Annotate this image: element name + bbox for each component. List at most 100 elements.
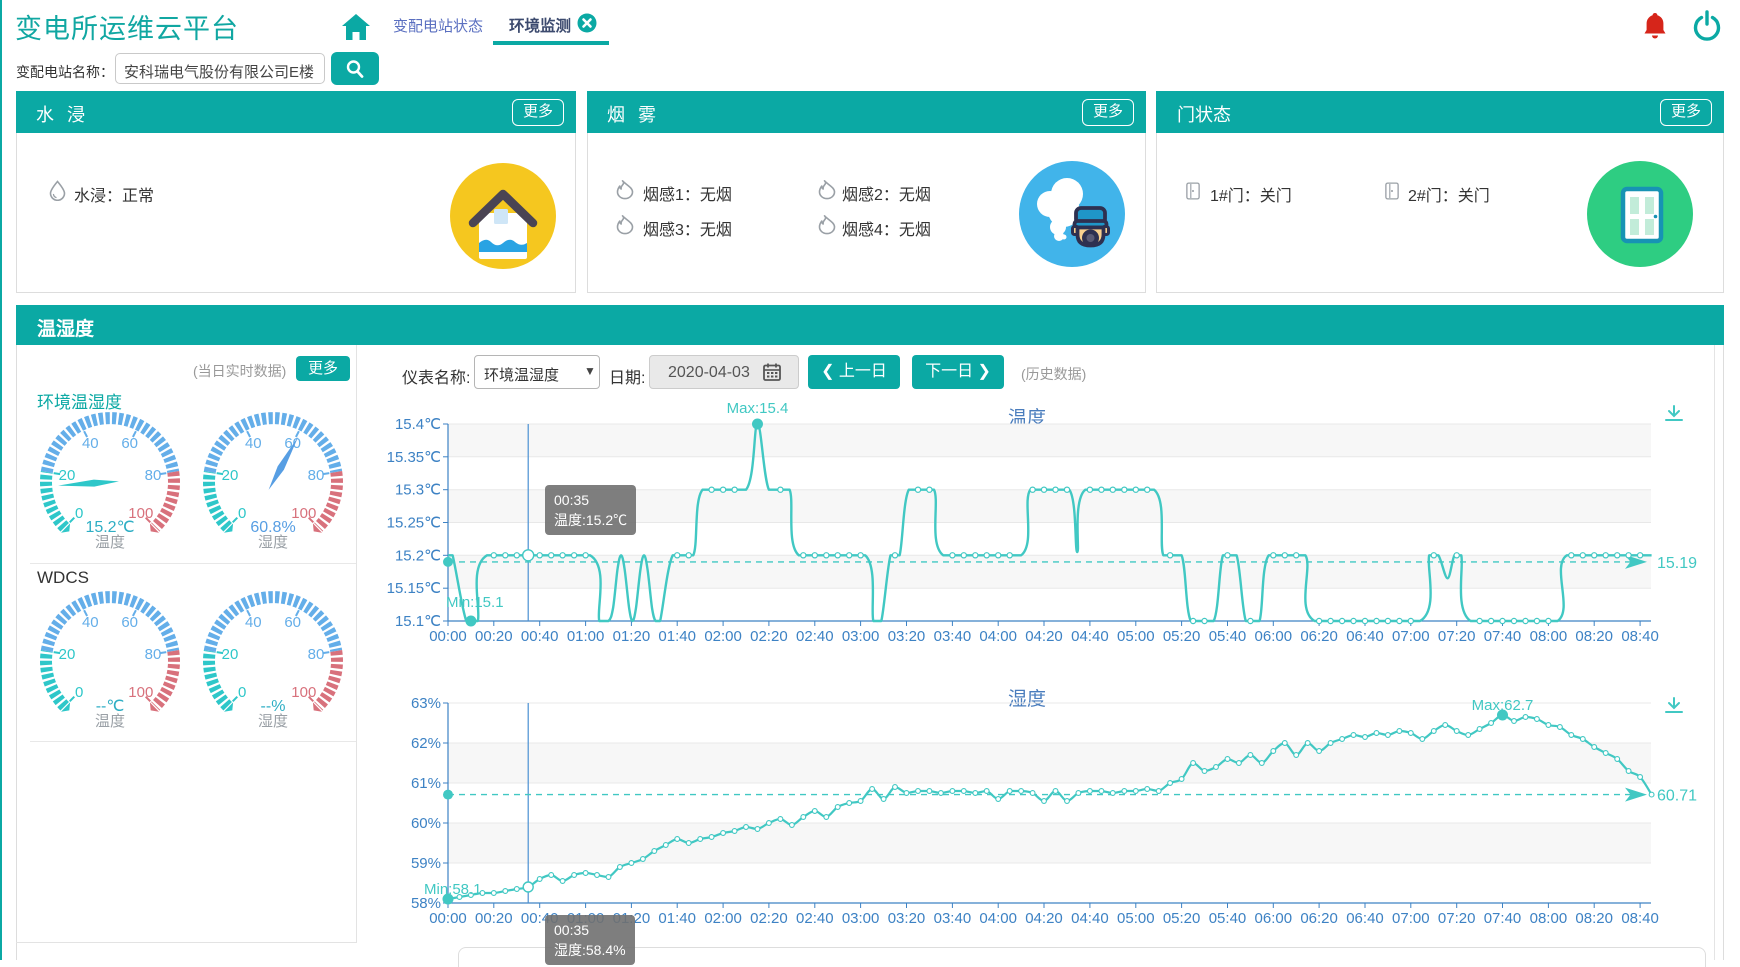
svg-text:61%: 61% (411, 775, 441, 792)
svg-text:00:20: 00:20 (475, 910, 513, 927)
svg-text:06:00: 06:00 (1255, 910, 1293, 927)
svg-text:08:20: 08:20 (1575, 628, 1613, 645)
svg-text:02:40: 02:40 (796, 910, 834, 927)
svg-text:03:40: 03:40 (934, 628, 972, 645)
svg-text:40: 40 (82, 435, 99, 452)
svg-text:01:20: 01:20 (613, 628, 651, 645)
svg-text:湿度: 湿度 (258, 534, 288, 551)
svg-text:0: 0 (238, 505, 246, 522)
svg-text:02:00: 02:00 (704, 910, 742, 927)
svg-text:100: 100 (291, 505, 316, 522)
svg-text:Min:15.1: Min:15.1 (446, 594, 504, 611)
svg-text:02:20: 02:20 (750, 910, 788, 927)
svg-text:03:00: 03:00 (842, 910, 880, 927)
svg-text:03:20: 03:20 (888, 910, 926, 927)
svg-text:08:20: 08:20 (1575, 910, 1613, 927)
svg-text:00:00: 00:00 (429, 910, 467, 927)
svg-text:06:20: 06:20 (1300, 628, 1338, 645)
svg-text:05:20: 05:20 (1163, 628, 1201, 645)
svg-text:04:40: 04:40 (1071, 628, 1109, 645)
svg-text:07:20: 07:20 (1438, 628, 1476, 645)
svg-text:60: 60 (121, 435, 138, 452)
svg-text:62%: 62% (411, 735, 441, 752)
svg-text:20: 20 (59, 467, 76, 484)
svg-text:07:00: 07:00 (1392, 628, 1430, 645)
svg-text:08:40: 08:40 (1621, 910, 1659, 927)
svg-text:00:20: 00:20 (475, 628, 513, 645)
svg-text:Max:62.7: Max:62.7 (1472, 697, 1534, 714)
svg-text:03:20: 03:20 (888, 628, 926, 645)
svg-text:01:40: 01:40 (658, 628, 696, 645)
svg-text:05:40: 05:40 (1209, 910, 1247, 927)
svg-text:--%: --% (261, 698, 286, 715)
svg-text:04:40: 04:40 (1071, 910, 1109, 927)
svg-text:60%: 60% (411, 815, 441, 832)
svg-text:100: 100 (128, 684, 153, 701)
svg-text:20: 20 (222, 467, 239, 484)
svg-text:100: 100 (291, 684, 316, 701)
svg-text:15.15℃: 15.15℃ (387, 580, 441, 597)
svg-text:0: 0 (238, 684, 246, 701)
svg-text:15.1℃: 15.1℃ (395, 613, 441, 630)
svg-text:60.71: 60.71 (1657, 788, 1697, 805)
svg-text:59%: 59% (411, 855, 441, 872)
svg-text:00:40: 00:40 (521, 628, 559, 645)
svg-text:40: 40 (245, 435, 262, 452)
svg-text:08:00: 08:00 (1530, 910, 1568, 927)
svg-text:00:00: 00:00 (429, 628, 467, 645)
svg-text:Min:58.1: Min:58.1 (424, 881, 482, 898)
svg-text:Max:15.4: Max:15.4 (727, 400, 789, 417)
svg-text:05:00: 05:00 (1117, 910, 1155, 927)
svg-text:03:00: 03:00 (842, 628, 880, 645)
svg-text:温度: 温度 (95, 713, 125, 730)
svg-text:06:40: 06:40 (1346, 910, 1384, 927)
svg-text:02:00: 02:00 (704, 628, 742, 645)
svg-text:08:40: 08:40 (1621, 628, 1659, 645)
svg-text:15.25℃: 15.25℃ (387, 515, 441, 532)
svg-text:05:40: 05:40 (1209, 628, 1247, 645)
svg-text:04:20: 04:20 (1025, 910, 1063, 927)
svg-text:--℃: --℃ (96, 698, 125, 715)
svg-text:15.2℃: 15.2℃ (85, 519, 134, 536)
svg-text:01:00: 01:00 (567, 628, 605, 645)
svg-text:0: 0 (75, 684, 83, 701)
svg-text:80: 80 (308, 646, 325, 663)
svg-text:07:20: 07:20 (1438, 910, 1476, 927)
svg-text:40: 40 (82, 614, 99, 631)
svg-text:04:00: 04:00 (979, 910, 1017, 927)
svg-text:60: 60 (121, 614, 138, 631)
svg-text:08:00: 08:00 (1530, 628, 1568, 645)
svg-text:60.8%: 60.8% (250, 519, 295, 536)
svg-text:07:40: 07:40 (1484, 628, 1522, 645)
svg-text:0: 0 (75, 505, 83, 522)
svg-text:15.35℃: 15.35℃ (387, 449, 441, 466)
svg-text:06:40: 06:40 (1346, 628, 1384, 645)
svg-text:05:20: 05:20 (1163, 910, 1201, 927)
svg-text:01:40: 01:40 (658, 910, 696, 927)
svg-text:63%: 63% (411, 695, 441, 712)
svg-text:60: 60 (284, 435, 301, 452)
svg-text:02:40: 02:40 (796, 628, 834, 645)
svg-text:04:20: 04:20 (1025, 628, 1063, 645)
svg-text:20: 20 (59, 646, 76, 663)
svg-text:04:00: 04:00 (979, 628, 1017, 645)
svg-text:58%: 58% (411, 895, 441, 912)
svg-text:06:20: 06:20 (1300, 910, 1338, 927)
svg-text:40: 40 (245, 614, 262, 631)
svg-text:60: 60 (284, 614, 301, 631)
svg-text:03:40: 03:40 (934, 910, 972, 927)
svg-text:20: 20 (222, 646, 239, 663)
svg-text:06:00: 06:00 (1255, 628, 1293, 645)
svg-text:07:00: 07:00 (1392, 910, 1430, 927)
svg-text:07:40: 07:40 (1484, 910, 1522, 927)
svg-text:80: 80 (145, 646, 162, 663)
svg-text:15.4℃: 15.4℃ (395, 416, 441, 433)
svg-text:100: 100 (128, 505, 153, 522)
svg-text:15.2℃: 15.2℃ (395, 547, 441, 564)
svg-text:温度: 温度 (95, 534, 125, 551)
svg-text:02:20: 02:20 (750, 628, 788, 645)
svg-text:80: 80 (308, 467, 325, 484)
svg-text:15.19: 15.19 (1657, 555, 1697, 572)
svg-text:15.3℃: 15.3℃ (395, 482, 441, 499)
svg-text:80: 80 (145, 467, 162, 484)
